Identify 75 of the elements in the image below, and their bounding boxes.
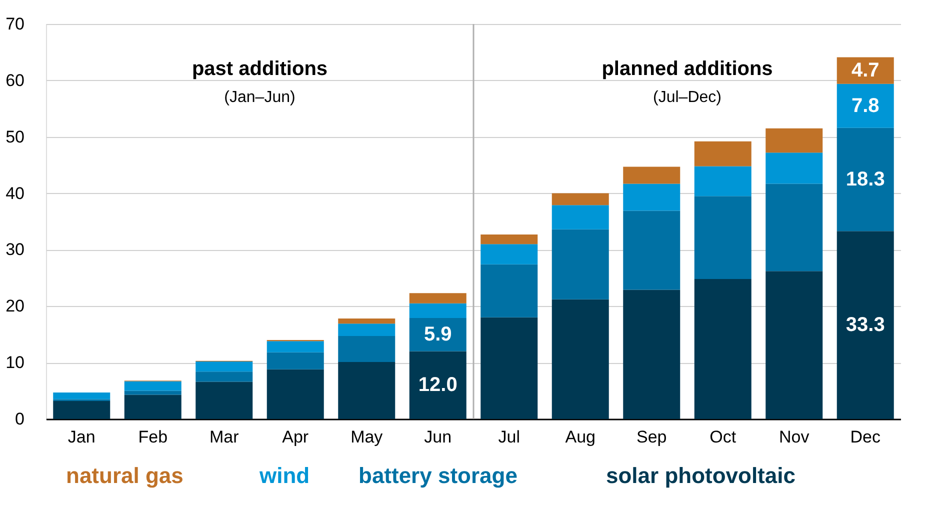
- data-label: 7.8: [851, 94, 880, 117]
- x-tick-label: Dec: [850, 428, 881, 446]
- text: battery storage: [358, 463, 518, 488]
- data-label: 5.9: [424, 324, 452, 346]
- bar: [409, 303, 466, 318]
- bar: [623, 166, 680, 184]
- bar: [480, 317, 538, 419]
- text: natural gas: [66, 463, 184, 488]
- x-tick-label: May: [350, 428, 384, 446]
- bar: [836, 84, 894, 128]
- x-tick-label: Mar: [209, 428, 240, 446]
- y-tick-label: 70: [6, 14, 24, 34]
- bar: [196, 361, 253, 372]
- bar: [124, 381, 182, 391]
- bar: [338, 318, 396, 324]
- annotation: past additions: [192, 58, 328, 80]
- bar: [694, 166, 752, 196]
- bar: [338, 324, 396, 336]
- bar: [552, 229, 609, 300]
- annotation: planned additions: [602, 58, 773, 80]
- annotation: (Jan–Jun): [224, 89, 296, 106]
- x-tick-label: Jan: [68, 428, 96, 446]
- bar: [552, 193, 609, 206]
- bar: [623, 184, 680, 211]
- bar: [766, 128, 823, 153]
- data-label: 12.0: [418, 374, 458, 396]
- x-tick-label: Aug: [565, 428, 596, 446]
- y-tick-label: 50: [6, 127, 24, 146]
- bar: [409, 351, 466, 419]
- bar: [552, 205, 609, 230]
- bar: [836, 231, 894, 419]
- series-label: solar photovoltaic: [606, 463, 796, 488]
- x-tick-label: Jul: [498, 428, 520, 446]
- x-tick-label: Jun: [424, 428, 452, 446]
- y-tick-label: 10: [6, 353, 24, 372]
- bar: [196, 382, 253, 419]
- bar: [480, 264, 538, 318]
- bar: [623, 290, 680, 419]
- bar: [766, 184, 823, 272]
- y-tick-label: 30: [6, 240, 24, 260]
- bar: [480, 234, 538, 244]
- bar: [53, 400, 110, 419]
- data-label: 33.3: [846, 314, 885, 336]
- bar: [124, 394, 182, 419]
- x-tick-label: Oct: [710, 428, 736, 446]
- bar: [409, 293, 466, 304]
- y-tick-label: 40: [6, 184, 24, 203]
- x-tick-label: Nov: [779, 428, 810, 446]
- x-tick-label: Apr: [282, 428, 309, 446]
- y-tick-label: 60: [6, 70, 24, 90]
- bar: [694, 196, 752, 280]
- y-tick-label: 20: [6, 296, 24, 316]
- y-tick-label: 0: [15, 410, 24, 428]
- bar: [53, 392, 110, 400]
- bar: [766, 271, 823, 419]
- bar: [338, 362, 396, 419]
- data-label: 4.7: [851, 60, 880, 82]
- bar: [694, 279, 752, 419]
- bar: [480, 244, 538, 264]
- bar: [766, 152, 823, 184]
- bar: [266, 352, 324, 370]
- x-tick-label: Sep: [636, 428, 667, 446]
- bar: [338, 336, 396, 362]
- x-tick-label: Feb: [138, 428, 168, 446]
- bar: [694, 141, 752, 166]
- bar: [196, 372, 253, 382]
- text: wind: [258, 463, 310, 488]
- bar: [836, 128, 894, 232]
- bar: [623, 210, 680, 290]
- bar: [552, 299, 609, 419]
- bar: [266, 369, 324, 419]
- annotation: (Jul–Dec): [653, 89, 722, 106]
- bar: [266, 341, 324, 352]
- data-label: 18.3: [846, 168, 885, 190]
- bar: [409, 318, 466, 352]
